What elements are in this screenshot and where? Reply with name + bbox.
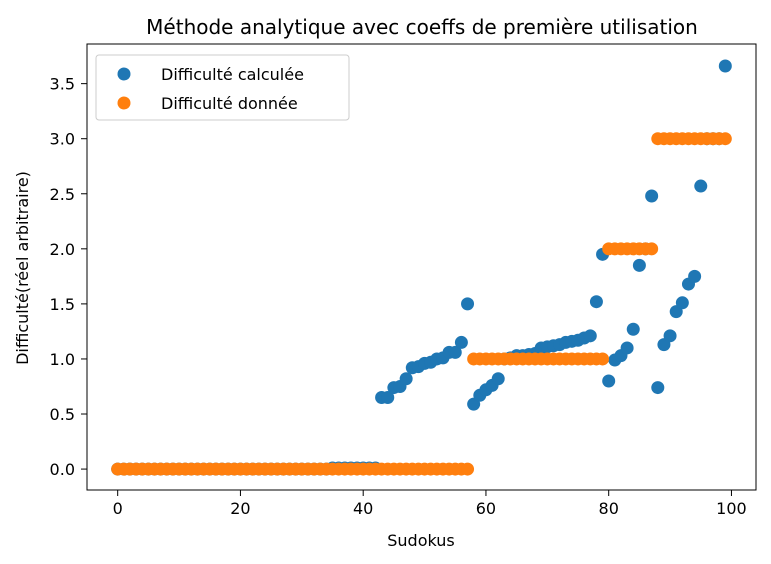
plot-area-frame (86, 43, 757, 491)
legend-marker-donnee (117, 96, 131, 110)
x-tick-label: 60 (476, 499, 496, 518)
data-point (718, 132, 732, 146)
data-point (448, 345, 462, 359)
x-tick-label: 80 (599, 499, 619, 518)
data-point (718, 59, 732, 73)
data-point (461, 462, 475, 476)
x-tick-label: 40 (353, 499, 373, 518)
data-point (645, 242, 659, 256)
data-point (645, 189, 659, 203)
data-point (596, 352, 610, 366)
data-points (111, 59, 732, 476)
data-point (461, 297, 475, 311)
legend-box (95, 54, 350, 121)
data-point (583, 329, 597, 343)
x-tick-label: 0 (113, 499, 123, 518)
legend-label-donnee: Difficulté donnée (161, 94, 298, 113)
data-point (381, 390, 395, 404)
data-point (632, 258, 646, 272)
y-tick-label: 1.5 (50, 295, 75, 314)
y-axis-label: Difficulté(réel arbitraire) (13, 171, 32, 365)
legend: Difficulté calculée Difficulté donnée (95, 54, 350, 121)
series-1 (111, 132, 732, 476)
y-tick-label: 1.0 (50, 350, 75, 369)
data-point (454, 335, 468, 349)
data-point (589, 295, 603, 309)
data-point (651, 381, 665, 395)
data-point (694, 179, 708, 193)
y-tick-label: 2.0 (50, 240, 75, 259)
data-point (626, 322, 640, 336)
x-axis-label: Sudokus (387, 531, 455, 550)
axis-ticks: 0 20 40 60 80 100 0.0 0.5 1.0 1.5 2.0 2.5 3.0 3.5 (50, 75, 747, 518)
y-tick-label: 2.5 (50, 185, 75, 204)
chart-title: Méthode analytique avec coeffs de premiè… (146, 15, 698, 39)
data-point (491, 372, 505, 386)
data-point (399, 372, 413, 386)
data-point (675, 296, 689, 310)
data-point (688, 269, 702, 283)
y-tick-label: 3.0 (50, 130, 75, 149)
data-point (602, 374, 616, 388)
x-tick-label: 20 (230, 499, 250, 518)
y-tick-label: 3.5 (50, 75, 75, 94)
y-tick-label: 0.5 (50, 405, 75, 424)
data-point (663, 329, 677, 343)
y-tick-label: 0.0 (50, 460, 75, 479)
data-point (620, 341, 634, 355)
legend-marker-calculee (117, 67, 131, 81)
x-tick-label: 100 (716, 499, 747, 518)
legend-label-calculee: Difficulté calculée (161, 65, 304, 84)
